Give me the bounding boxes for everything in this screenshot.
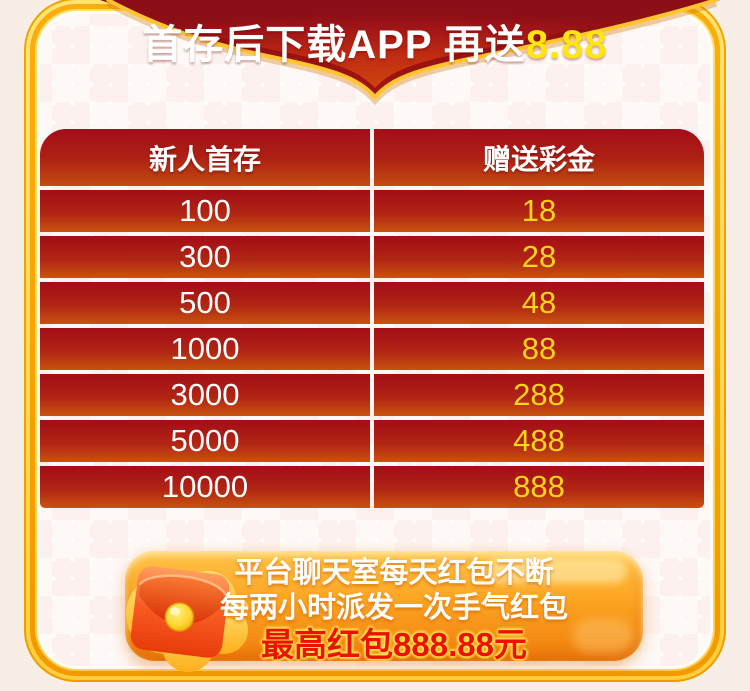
top-banner-bonus-amount: 8.88 — [525, 23, 608, 67]
ribbon-trim-shadow — [106, 0, 718, 106]
ribbon-inner-shape — [100, 0, 720, 88]
deposit-amount-cell: 100 — [40, 190, 370, 232]
table-row: 100 18 — [40, 190, 704, 232]
ribbon-gold-trim — [106, 0, 718, 100]
bonus-amount-cell: 888 — [374, 466, 704, 508]
top-banner-text: 首存后下载APP 再送 — [142, 23, 526, 67]
bonus-amount-cell: 28 — [374, 236, 704, 278]
promo-text-block: 平台聊天室每天红包不断 每两小时派发一次手气红包 最高红包888.88元 — [158, 556, 630, 663]
table-row: 10000 888 — [40, 466, 704, 508]
promo-line-3-max-amount: 最高红包888.88元 — [261, 626, 527, 663]
promo-line-1: 平台聊天室每天红包不断 — [234, 557, 554, 589]
bonus-amount-cell: 88 — [374, 328, 704, 370]
bonus-amount-cell: 488 — [374, 420, 704, 462]
table-row: 300 28 — [40, 236, 704, 278]
deposit-amount-cell: 1000 — [40, 328, 370, 370]
table-row: 500 48 — [40, 282, 704, 324]
deposit-table-rows: 100 18 300 28 500 48 1000 88 3000 288 5000 488 10000… — [40, 190, 704, 508]
pill-gloss-highlight-small — [573, 619, 633, 653]
promo-line-2: 每两小时派发一次手气红包 — [219, 592, 568, 624]
deposit-bonus-table: 新人首存 赠送彩金 100 18 300 28 500 48 1000 88 3000 288 50… — [40, 129, 704, 508]
table-row: 1000 88 — [40, 328, 704, 370]
top-ribbon-banner — [100, 0, 720, 106]
deposit-amount-cell: 5000 — [40, 420, 370, 462]
deposit-amount-cell: 3000 — [40, 374, 370, 416]
bonus-amount-cell: 18 — [374, 190, 704, 232]
header-cell-deposit: 新人首存 — [40, 129, 370, 186]
red-envelope-icon — [126, 566, 248, 672]
deposit-amount-cell: 300 — [40, 236, 370, 278]
envelope-flap — [138, 575, 226, 625]
table-row: 5000 488 — [40, 420, 704, 462]
envelope-body-group — [130, 566, 230, 658]
bonus-amount-cell: 48 — [374, 282, 704, 324]
deposit-amount-cell: 500 — [40, 282, 370, 324]
header-cell-bonus: 赠送彩金 — [374, 129, 704, 186]
top-banner-title: 首存后下载APP 再送8.88 — [0, 12, 750, 70]
deposit-amount-cell: 10000 — [40, 466, 370, 508]
bonus-amount-cell: 288 — [374, 374, 704, 416]
pill-gloss-highlight — [487, 557, 627, 583]
table-row: 3000 288 — [40, 374, 704, 416]
table-header-row: 新人首存 赠送彩金 — [40, 129, 704, 186]
